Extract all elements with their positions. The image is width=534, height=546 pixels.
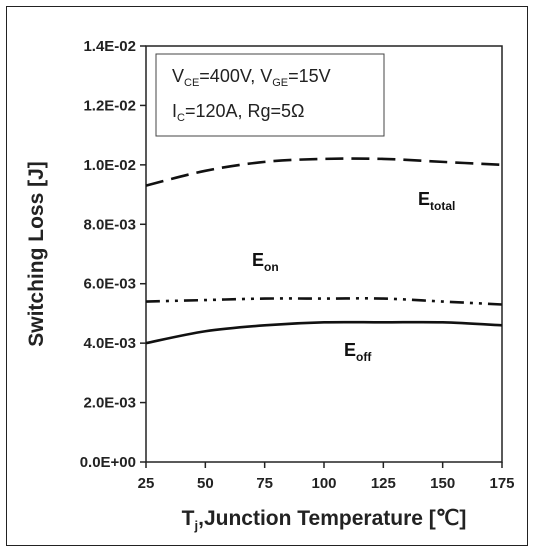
y-axis-title: Switching Loss [J]: [25, 161, 48, 347]
x-axis: 25 50 75 100 125 150 175: [138, 462, 515, 492]
y-tick-label: 2.0E-03: [83, 395, 136, 412]
x-tick-label: 175: [489, 475, 514, 492]
series-label-off: Eoff: [344, 340, 372, 364]
y-tick-label: 1.0E-02: [83, 157, 136, 174]
conditions-line1: VCE=400V, VGE=15V: [172, 66, 331, 89]
series-line-off: [145, 320, 503, 345]
x-tick-label: 25: [138, 475, 155, 492]
y-tick-label: 1.4E-02: [83, 38, 136, 55]
x-tick-label: 100: [311, 475, 336, 492]
series-line-total: [145, 157, 503, 187]
y-axis: 0.0E+00 2.0E-03 4.0E-03 6.0E-03 8.0E-03 1.0E-…: [80, 38, 146, 471]
y-tick-label: 0.0E+00: [80, 454, 136, 471]
y-tick-label: 6.0E-03: [83, 276, 136, 293]
y-tick-label: 8.0E-03: [83, 216, 136, 233]
conditions-line2: IC=120A, Rg=5Ω: [172, 101, 305, 124]
x-tick-label: 150: [430, 475, 455, 492]
x-tick-label: 75: [256, 475, 273, 492]
series-lines: [145, 157, 503, 345]
y-tick-label: 4.0E-03: [83, 335, 136, 352]
y-tick-label: 1.2E-02: [83, 97, 136, 114]
x-axis-title: Tj,Junction Temperature [℃]: [182, 507, 467, 533]
series-label-on: Eon: [252, 250, 279, 274]
series-label-total: Etotal: [418, 189, 455, 213]
x-tick-label: 50: [197, 475, 214, 492]
conditions-box: VCE=400V, VGE=15V IC=120A, Rg=5Ω: [155, 53, 385, 137]
x-tick-label: 125: [371, 475, 396, 492]
series-line-on: [145, 297, 503, 306]
